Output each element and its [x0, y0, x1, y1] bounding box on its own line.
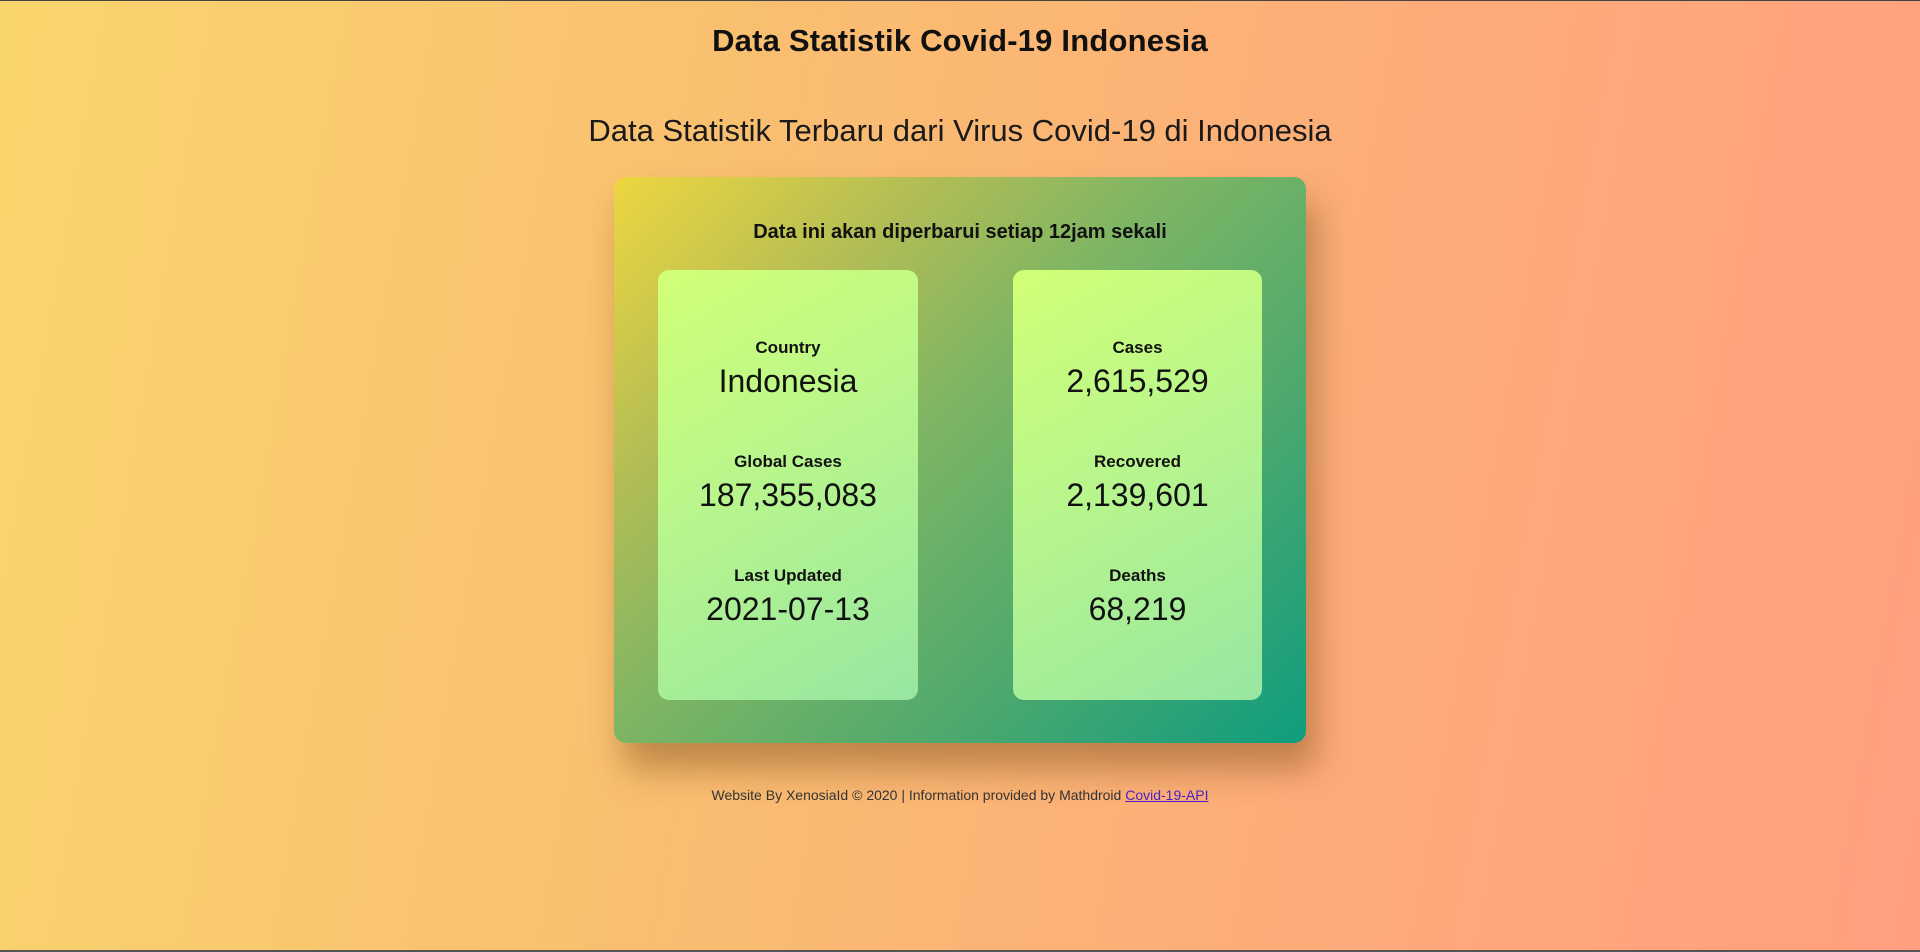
footer-text: Website By XenosiaId © 2020 | Informatio…	[711, 787, 1126, 803]
stat-value: 2,139,601	[1066, 477, 1209, 513]
stat-last-updated: Last Updated 2021-07-13	[658, 566, 918, 628]
stat-value: 2021-07-13	[706, 591, 870, 627]
stat-deaths: Deaths 68,219	[1013, 566, 1262, 628]
stats-panel: Data ini akan diperbarui setiap 12jam se…	[614, 177, 1306, 743]
stat-recovered: Recovered 2,139,601	[1013, 452, 1262, 514]
stat-cases: Cases 2,615,529	[1013, 338, 1262, 400]
stat-value: 187,355,083	[699, 477, 877, 513]
stat-value: 2,615,529	[1066, 363, 1209, 399]
page-subtitle: Data Statistik Terbaru dari Virus Covid-…	[588, 113, 1332, 148]
stat-label: Recovered	[1094, 452, 1181, 471]
stat-label: Country	[755, 338, 821, 357]
stat-value: Indonesia	[718, 363, 858, 399]
page-title: Data Statistik Covid-19 Indonesia	[712, 23, 1208, 58]
stat-country: Country Indonesia	[658, 338, 918, 400]
stat-label: Global Cases	[734, 452, 842, 471]
case-stats-card: Cases 2,615,529 Recovered 2,139,601 Deat…	[1013, 270, 1262, 700]
covid-api-link[interactable]: Covid-19-API	[1125, 787, 1209, 803]
stat-label: Last Updated	[734, 566, 842, 585]
footer: Website By XenosiaId © 2020 | Informatio…	[0, 787, 1920, 803]
update-note: Data ini akan diperbarui setiap 12jam se…	[753, 221, 1167, 243]
bottom-border	[0, 950, 1920, 952]
stat-global-cases: Global Cases 187,355,083	[658, 452, 918, 514]
country-stats-card: Country Indonesia Global Cases 187,355,0…	[658, 270, 918, 700]
stat-label: Cases	[1112, 338, 1163, 357]
stat-value: 68,219	[1088, 591, 1187, 627]
stat-label: Deaths	[1109, 566, 1166, 585]
